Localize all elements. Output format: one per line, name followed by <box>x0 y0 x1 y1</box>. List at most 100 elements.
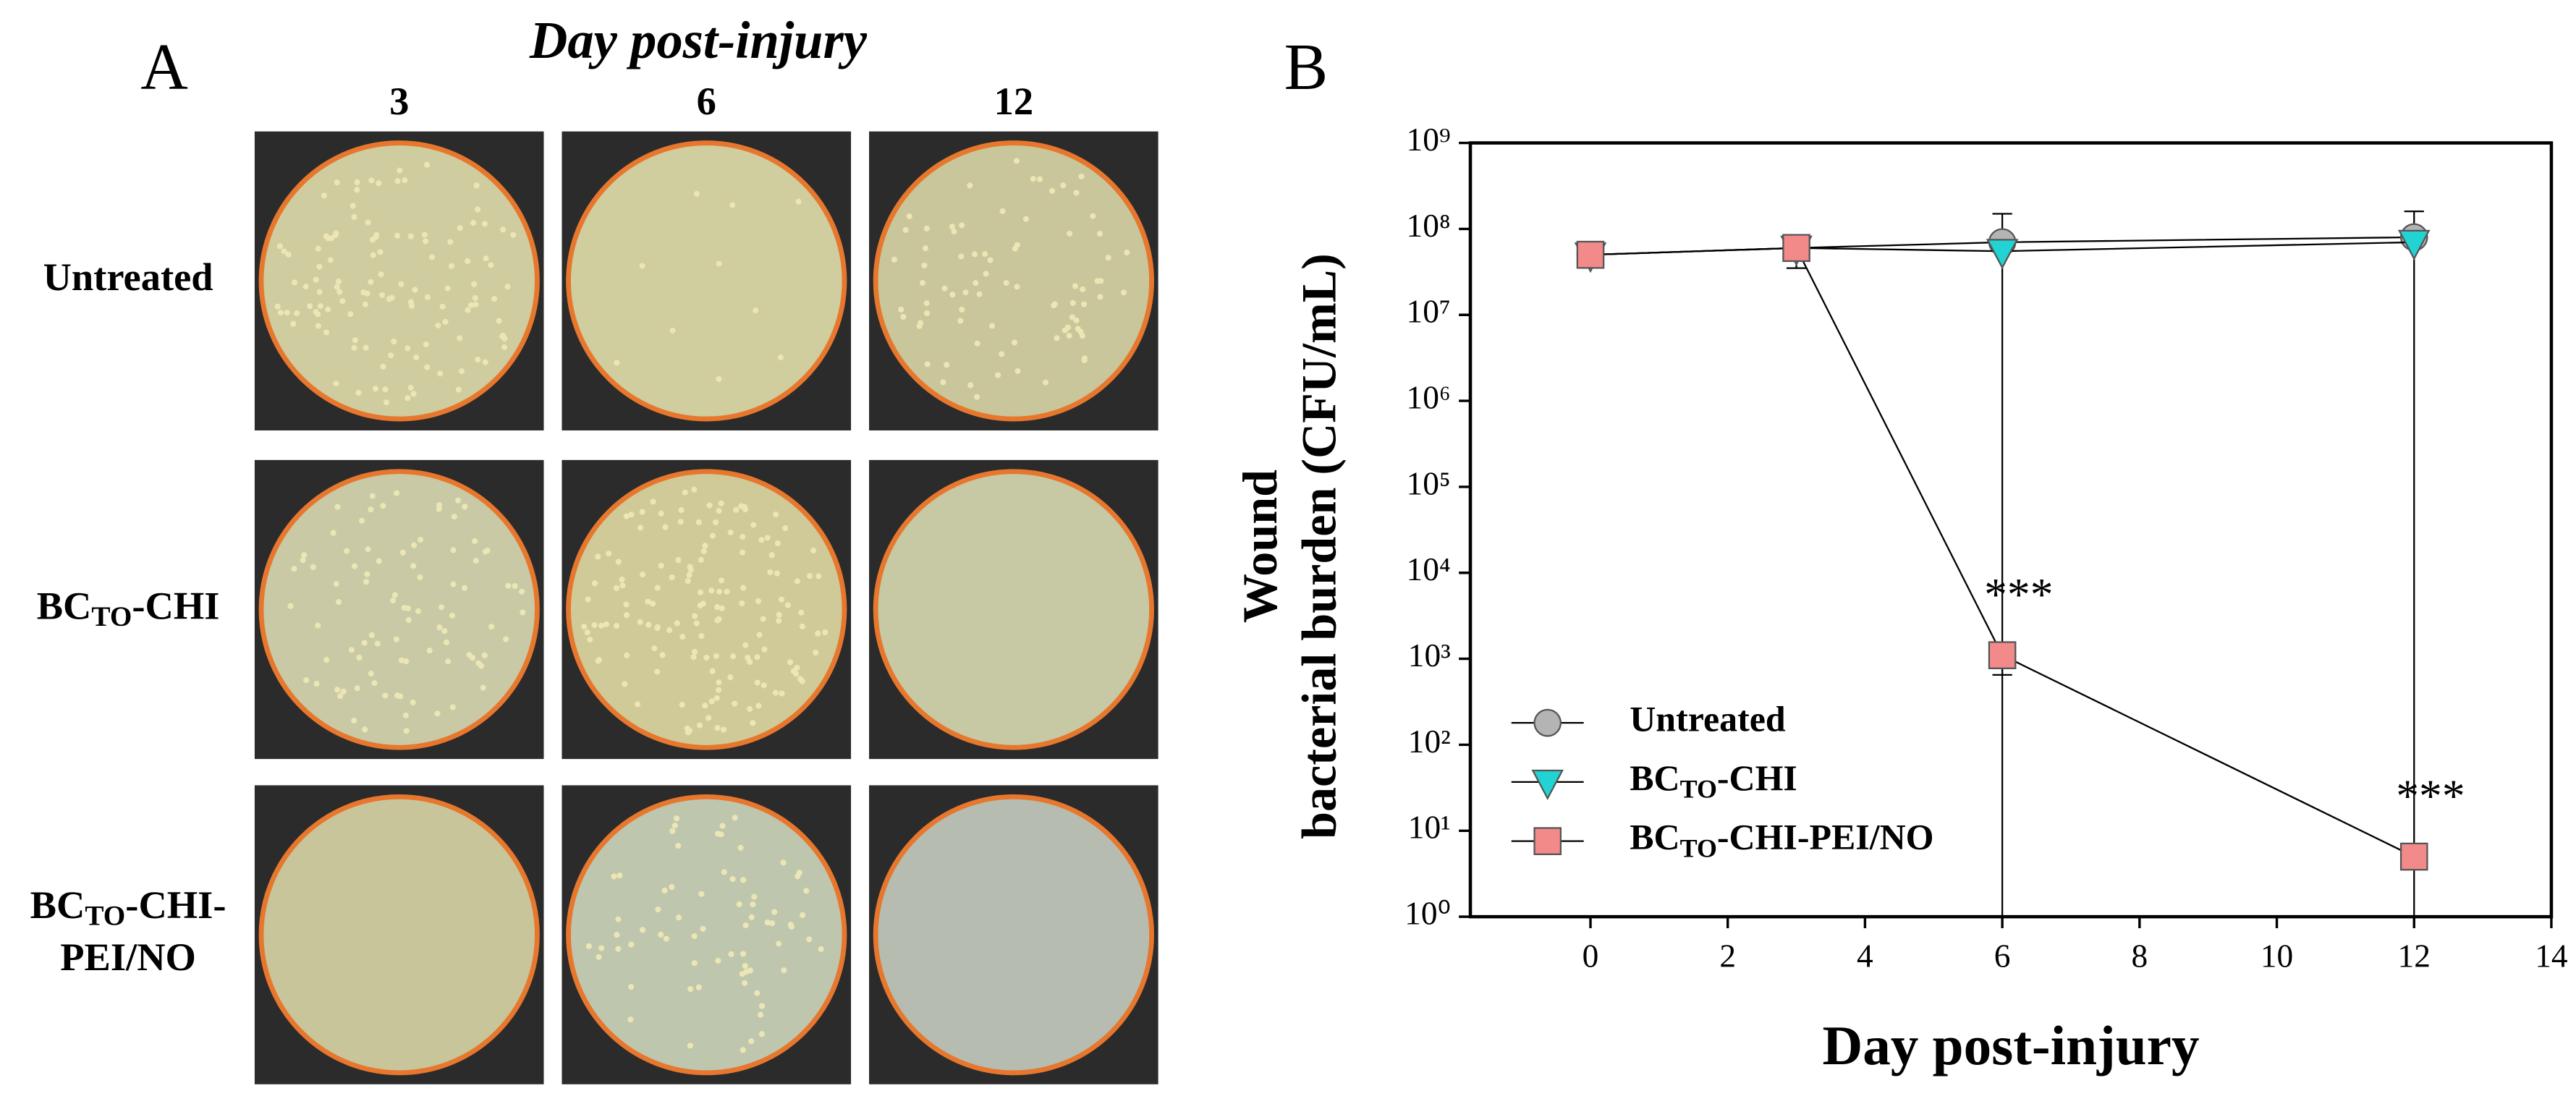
colony <box>999 208 1006 214</box>
colony <box>410 542 418 548</box>
colony <box>458 368 465 375</box>
colony <box>585 943 592 949</box>
colony <box>484 548 491 554</box>
colony <box>623 612 630 619</box>
colony <box>792 671 800 677</box>
colony <box>585 596 591 603</box>
colony <box>402 177 408 184</box>
colony <box>355 389 362 396</box>
legend-label: BCTO-CHI-PEI/NO <box>1630 817 1933 862</box>
colony <box>426 647 433 654</box>
colony <box>387 352 394 359</box>
colony <box>447 239 454 245</box>
colony <box>448 263 454 269</box>
colony <box>923 300 930 307</box>
petri-dish <box>258 140 540 422</box>
colony <box>758 537 765 543</box>
colony <box>662 524 669 530</box>
colony <box>615 559 622 565</box>
colony <box>1077 328 1084 335</box>
colony <box>709 668 716 674</box>
petri-dish <box>258 794 540 1076</box>
colony <box>715 957 721 964</box>
y-tick-label: 10⁶ <box>1407 380 1451 416</box>
colony <box>340 688 347 695</box>
colony <box>716 507 722 514</box>
colony <box>916 323 923 329</box>
colony <box>769 920 776 927</box>
colony <box>285 251 292 258</box>
colony <box>472 538 478 545</box>
colony <box>682 489 688 496</box>
colony <box>716 375 722 383</box>
colony <box>424 294 431 300</box>
colony <box>417 536 424 543</box>
colony <box>407 299 415 305</box>
x-tick-label: 14 <box>2535 938 2567 975</box>
colony <box>315 245 321 252</box>
colony <box>740 585 747 591</box>
colony <box>716 616 722 622</box>
colony <box>315 323 321 329</box>
colony <box>603 621 610 627</box>
y-tick-label: 10² <box>1408 723 1451 760</box>
colony <box>758 1031 765 1037</box>
colony <box>399 549 406 556</box>
colony <box>344 548 350 554</box>
colony <box>444 285 451 292</box>
colony <box>645 598 651 605</box>
colony <box>940 379 946 386</box>
colony <box>365 219 371 226</box>
colony <box>720 726 727 733</box>
colony <box>394 490 400 496</box>
colony <box>378 292 386 299</box>
colony <box>713 653 720 660</box>
colony <box>365 546 371 553</box>
colony <box>754 679 760 686</box>
colony <box>742 922 749 929</box>
marker <box>1986 239 2019 270</box>
colony <box>423 161 431 168</box>
colony <box>380 503 386 509</box>
colony <box>696 722 703 729</box>
colony <box>994 372 1001 378</box>
legend-marker <box>1533 708 1562 737</box>
colony <box>276 243 283 250</box>
series <box>1576 211 2428 918</box>
y-tick-label: 10⁵ <box>1407 465 1451 501</box>
colony <box>983 271 989 277</box>
colony <box>439 303 446 310</box>
colony <box>300 557 306 564</box>
colony <box>410 391 417 397</box>
colony <box>663 935 669 942</box>
colony <box>776 611 782 618</box>
colony <box>921 262 928 269</box>
colony <box>481 652 488 658</box>
colony <box>639 571 646 578</box>
colony <box>445 658 452 665</box>
colony <box>488 262 494 268</box>
panel-label: B <box>1284 30 1329 103</box>
colony <box>277 310 284 316</box>
colony <box>376 180 382 187</box>
colony <box>740 549 746 556</box>
colony <box>669 574 675 581</box>
colony <box>761 646 768 653</box>
colony <box>323 329 330 336</box>
y-tick-label: 10⁷ <box>1407 294 1451 330</box>
colony <box>719 823 726 829</box>
colony <box>1011 339 1018 346</box>
column-label: 6 <box>697 79 716 123</box>
colony <box>505 582 512 589</box>
colony <box>987 257 993 263</box>
colony <box>449 612 456 619</box>
colony <box>957 318 964 324</box>
colony <box>692 648 698 655</box>
colony <box>799 623 805 630</box>
colony <box>687 1043 694 1049</box>
colony <box>713 695 720 701</box>
colony <box>751 893 758 900</box>
colony <box>1097 294 1103 300</box>
colony <box>351 563 358 569</box>
colony <box>799 678 805 684</box>
